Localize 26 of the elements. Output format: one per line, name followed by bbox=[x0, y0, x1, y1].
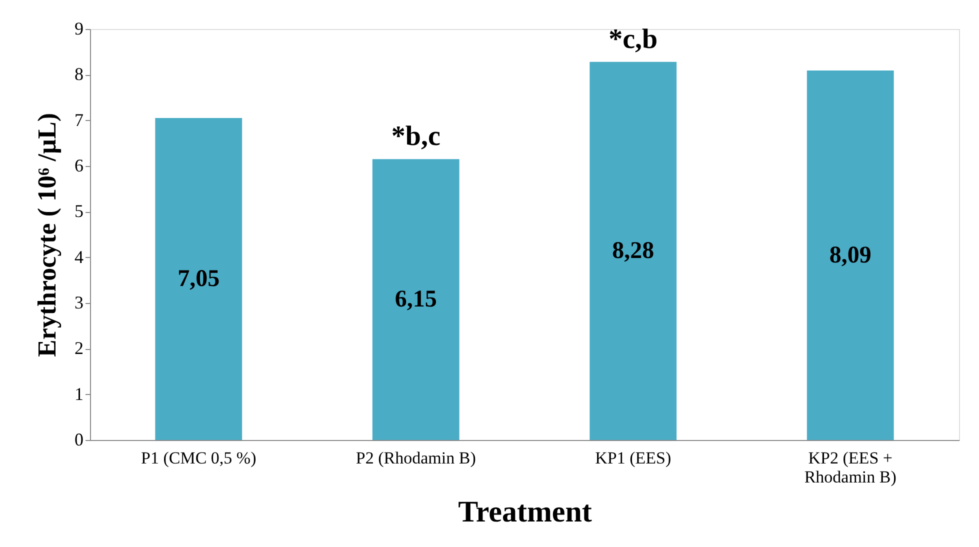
annotation: *c,b bbox=[608, 24, 658, 55]
x-tick-label: P2 (Rhodamin B) bbox=[356, 448, 476, 468]
x-tick-label: KP1 (EES) bbox=[595, 448, 672, 468]
y-tick-label: 2 bbox=[74, 338, 84, 358]
y-tick-label: 9 bbox=[74, 18, 84, 38]
bar bbox=[590, 62, 677, 440]
y-tick-label: 3 bbox=[74, 292, 84, 312]
y-tick-label: 5 bbox=[74, 201, 84, 222]
x-tick-label: KP2 (EES + Rhodamin B) bbox=[804, 448, 896, 486]
y-tick-label: 6 bbox=[74, 156, 84, 176]
y-tick-label: 0 bbox=[74, 430, 84, 450]
data-label: 6,15 bbox=[394, 286, 437, 313]
y-tick-label: 1 bbox=[74, 384, 84, 404]
bar bbox=[806, 70, 894, 440]
y-tick-label: 7 bbox=[74, 110, 84, 130]
data-label: 8,09 bbox=[829, 242, 872, 268]
x-tick-label: P1 (CMC 0,5 %) bbox=[141, 448, 256, 468]
x-axis-title: Treatment bbox=[458, 496, 592, 528]
annotation: *b,c bbox=[391, 121, 440, 152]
y-tick-label: 4 bbox=[74, 246, 84, 267]
bar bbox=[372, 159, 460, 440]
data-label: 7,05 bbox=[178, 266, 220, 292]
data-label: 8,28 bbox=[612, 238, 654, 264]
bar bbox=[155, 118, 242, 440]
y-axis-title: Erythrocyte ( 10⁶ /µL) bbox=[32, 113, 62, 357]
y-tick-label: 8 bbox=[74, 64, 84, 84]
